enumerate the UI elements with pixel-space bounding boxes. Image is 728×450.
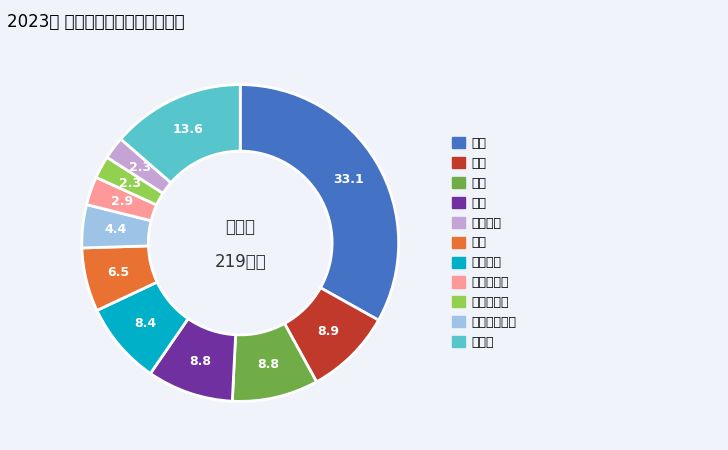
Text: 8.8: 8.8	[189, 355, 211, 368]
Wedge shape	[97, 282, 188, 373]
Wedge shape	[107, 139, 171, 194]
Text: 2.3: 2.3	[129, 162, 151, 174]
Wedge shape	[151, 319, 236, 401]
Text: 2.9: 2.9	[111, 195, 133, 208]
Text: 8.8: 8.8	[257, 359, 280, 371]
Text: 総　額: 総 額	[225, 218, 256, 236]
Wedge shape	[96, 158, 163, 205]
Wedge shape	[82, 246, 157, 310]
Wedge shape	[87, 177, 157, 220]
Text: 8.4: 8.4	[134, 317, 156, 330]
Text: 2023年 輸出相手国のシェア（％）: 2023年 輸出相手国のシェア（％）	[7, 14, 185, 32]
Legend: 中国, 米国, 韓国, タイ, オランダ, 台湾, ベトナム, イスラエル, フィリピン, インドネシア, その他: 中国, 米国, 韓国, タイ, オランダ, 台湾, ベトナム, イスラエル, フ…	[452, 137, 516, 349]
Text: 33.1: 33.1	[333, 173, 363, 186]
Text: 13.6: 13.6	[173, 122, 204, 135]
Wedge shape	[121, 85, 240, 183]
Text: 219億円: 219億円	[214, 253, 266, 271]
Text: 6.5: 6.5	[108, 266, 130, 279]
Text: 2.3: 2.3	[119, 176, 141, 189]
Wedge shape	[240, 85, 399, 320]
Text: 4.4: 4.4	[105, 223, 127, 236]
Wedge shape	[232, 324, 317, 401]
Wedge shape	[82, 205, 151, 248]
Wedge shape	[285, 288, 379, 382]
Text: 8.9: 8.9	[317, 325, 339, 338]
